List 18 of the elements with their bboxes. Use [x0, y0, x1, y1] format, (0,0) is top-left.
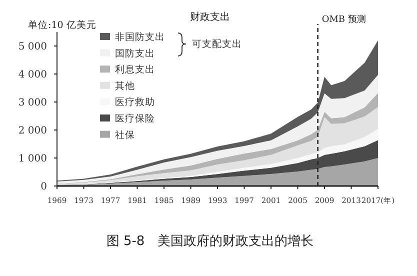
y-axis-title: 单位:10 亿美元 — [28, 19, 96, 31]
y-tick-label: 0 — [40, 182, 47, 192]
y-tick-label: 4 000 — [18, 70, 47, 80]
y-tick-label: 1 000 — [18, 154, 47, 164]
legend-label: 社保 — [115, 128, 135, 141]
annotation: 可支配支出 — [192, 38, 242, 50]
legend-label: 医疗救助 — [115, 96, 155, 108]
caption: 图 5-8 美国政府的财政支出的增长 — [106, 233, 314, 249]
ref-line-label: OMB 预测 — [322, 14, 366, 25]
y-tick-label: 2 000 — [18, 126, 47, 136]
chart-title: 财政支出 — [190, 11, 230, 23]
y-tick-label: 5 000 — [18, 42, 47, 52]
legend-label: 其他 — [115, 80, 135, 92]
legend-label: 医疗保险 — [115, 112, 155, 124]
legend-label: 国防支出 — [115, 47, 155, 60]
legend-label: 非国防支出 — [115, 31, 165, 43]
legend-label: 利息支出 — [115, 64, 155, 76]
y-tick-label: 3 000 — [18, 98, 47, 108]
